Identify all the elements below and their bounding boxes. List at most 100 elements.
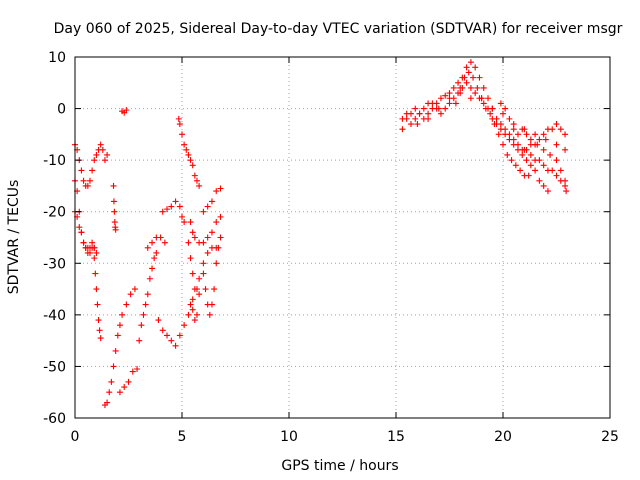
data-point bbox=[474, 84, 481, 91]
data-point bbox=[204, 234, 211, 241]
data-point bbox=[519, 151, 526, 158]
chart-title: Day 060 of 2025, Sidereal Day-to-day VTE… bbox=[54, 21, 623, 37]
data-point bbox=[525, 172, 532, 179]
data-point bbox=[121, 384, 128, 391]
data-point bbox=[562, 131, 569, 138]
data-point bbox=[138, 322, 145, 329]
y-axis-label: SDTVAR / TECUs bbox=[6, 180, 22, 295]
data-point bbox=[455, 79, 462, 86]
data-point bbox=[489, 105, 496, 112]
data-point bbox=[508, 157, 515, 164]
y-tick-label: 0 bbox=[57, 102, 66, 118]
data-point bbox=[514, 131, 521, 138]
data-point bbox=[125, 378, 132, 385]
data-point bbox=[91, 157, 98, 164]
data-point bbox=[93, 151, 100, 158]
data-point bbox=[497, 100, 504, 107]
data-point bbox=[172, 342, 179, 349]
data-point bbox=[204, 249, 211, 256]
data-point bbox=[532, 167, 539, 174]
data-point bbox=[495, 131, 502, 138]
data-point bbox=[189, 270, 196, 277]
data-point bbox=[465, 69, 472, 76]
data-point bbox=[208, 198, 215, 205]
data-point bbox=[523, 157, 530, 164]
data-point bbox=[123, 107, 130, 114]
data-point bbox=[144, 244, 151, 251]
data-point bbox=[206, 311, 213, 318]
x-tick-label: 0 bbox=[71, 429, 80, 445]
data-point bbox=[446, 100, 453, 107]
data-point bbox=[467, 59, 474, 66]
data-point bbox=[211, 286, 218, 293]
data-point bbox=[536, 136, 543, 143]
data-point bbox=[123, 301, 130, 308]
data-point bbox=[112, 347, 119, 354]
data-point bbox=[463, 79, 470, 86]
data-point bbox=[500, 141, 506, 148]
data-point bbox=[208, 229, 215, 236]
data-point bbox=[185, 311, 192, 318]
data-point bbox=[164, 332, 171, 339]
x-tick-label: 15 bbox=[387, 429, 405, 445]
data-point bbox=[119, 311, 126, 318]
data-point bbox=[425, 110, 432, 117]
data-point bbox=[155, 317, 162, 324]
y-tick-label: -40 bbox=[43, 308, 66, 324]
data-point bbox=[175, 115, 182, 122]
data-point bbox=[140, 311, 147, 318]
axis-ticks: 0 5 10 15 20 25 -60 -50 -40 -30 -20 -10 0 10 bbox=[43, 50, 619, 445]
data-point bbox=[457, 90, 464, 97]
data-point bbox=[196, 275, 203, 282]
data-point bbox=[127, 291, 134, 298]
data-point bbox=[181, 322, 188, 329]
data-point bbox=[111, 219, 118, 226]
data-point bbox=[94, 301, 101, 308]
data-point bbox=[78, 167, 85, 174]
data-point bbox=[168, 337, 175, 344]
data-point bbox=[189, 306, 196, 313]
data-point bbox=[412, 115, 419, 122]
data-point bbox=[106, 389, 113, 396]
data-point bbox=[557, 126, 564, 133]
data-point bbox=[514, 141, 521, 148]
data-point bbox=[104, 151, 111, 158]
data-point bbox=[506, 136, 513, 143]
data-point bbox=[189, 296, 196, 303]
data-point bbox=[99, 146, 106, 153]
data-point bbox=[181, 141, 188, 148]
data-point bbox=[544, 188, 551, 195]
data-point bbox=[176, 121, 183, 128]
data-point bbox=[168, 203, 175, 210]
data-point bbox=[446, 95, 453, 102]
data-point bbox=[108, 378, 115, 385]
data-point bbox=[181, 219, 188, 226]
data-point bbox=[497, 126, 504, 133]
y-tick-label: -10 bbox=[43, 153, 66, 169]
data-point bbox=[91, 244, 98, 251]
data-point bbox=[176, 203, 183, 210]
data-point bbox=[437, 95, 444, 102]
data-point bbox=[187, 219, 194, 226]
data-point bbox=[452, 100, 459, 107]
data-point bbox=[489, 115, 496, 122]
data-point bbox=[200, 260, 207, 267]
data-point bbox=[114, 332, 121, 339]
data-point bbox=[200, 239, 207, 246]
data-point bbox=[425, 115, 432, 122]
data-point bbox=[151, 255, 158, 262]
data-point bbox=[502, 131, 509, 138]
data-point bbox=[517, 167, 524, 174]
data-point bbox=[504, 151, 511, 158]
data-point bbox=[480, 100, 487, 107]
data-point bbox=[191, 286, 198, 293]
data-point bbox=[472, 90, 479, 97]
data-point bbox=[217, 234, 224, 241]
data-point bbox=[562, 146, 569, 153]
x-tick-label: 10 bbox=[280, 429, 298, 445]
data-point bbox=[91, 255, 98, 262]
data-point bbox=[480, 84, 487, 91]
data-point bbox=[112, 226, 119, 233]
y-tick-label: -50 bbox=[43, 359, 66, 375]
data-point bbox=[93, 249, 100, 256]
